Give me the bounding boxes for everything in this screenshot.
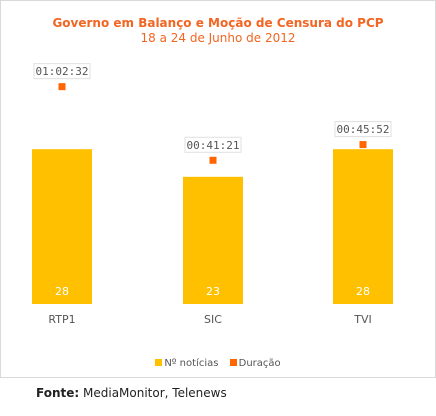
bar-rtp1 xyxy=(32,149,92,304)
legend-swatch-news-count xyxy=(155,358,163,366)
source-text: MediaMonitor, Telenews xyxy=(83,386,227,400)
bar-tvi xyxy=(333,149,393,304)
duration-marker-tvi xyxy=(359,141,367,149)
duration-marker-sic xyxy=(209,156,217,164)
duration-label-tvi: 00:45:52 xyxy=(337,123,390,136)
category-label-sic: SIC xyxy=(204,313,222,326)
duration-label-box-rtp1 xyxy=(33,63,91,80)
category-label-rtp1: RTP1 xyxy=(48,313,75,326)
bar-sic xyxy=(183,176,243,304)
chart-subtitle: 18 a 24 de Junho de 2012 xyxy=(140,31,296,45)
duration-label-box-tvi xyxy=(334,121,392,138)
legend-swatch-duration xyxy=(229,358,237,366)
source-note: Fonte: MediaMonitor, Telenews xyxy=(36,386,227,400)
count-label-rtp1: 28 xyxy=(55,285,69,298)
count-label-sic: 23 xyxy=(206,285,220,298)
category-label-tvi: TVI xyxy=(353,313,372,326)
legend-item-duration: Duração xyxy=(229,358,281,369)
duration-label-rtp1: 01:02:32 xyxy=(36,65,89,78)
count-label-tvi: 28 xyxy=(356,285,370,298)
duration-label-sic: 00:41:21 xyxy=(187,139,240,152)
duration-label-box-sic xyxy=(184,136,242,153)
duration-marker-rtp1 xyxy=(58,83,66,91)
source-label: Fonte: xyxy=(36,386,80,400)
legend-label-news-count: Nº notícias xyxy=(164,358,219,369)
chart-plot: 28 01:02:32 RTP1 23 00:41:21 SIC 28 00:45:52 TVI xyxy=(32,63,393,326)
chart-title: Governo em Balanço e Moção de Censura do… xyxy=(52,16,384,30)
legend-item-news-count: Nº notícias xyxy=(155,358,218,369)
legend: Nº notícias Duração xyxy=(0,358,436,369)
legend-label-duration: Duração xyxy=(238,358,281,369)
